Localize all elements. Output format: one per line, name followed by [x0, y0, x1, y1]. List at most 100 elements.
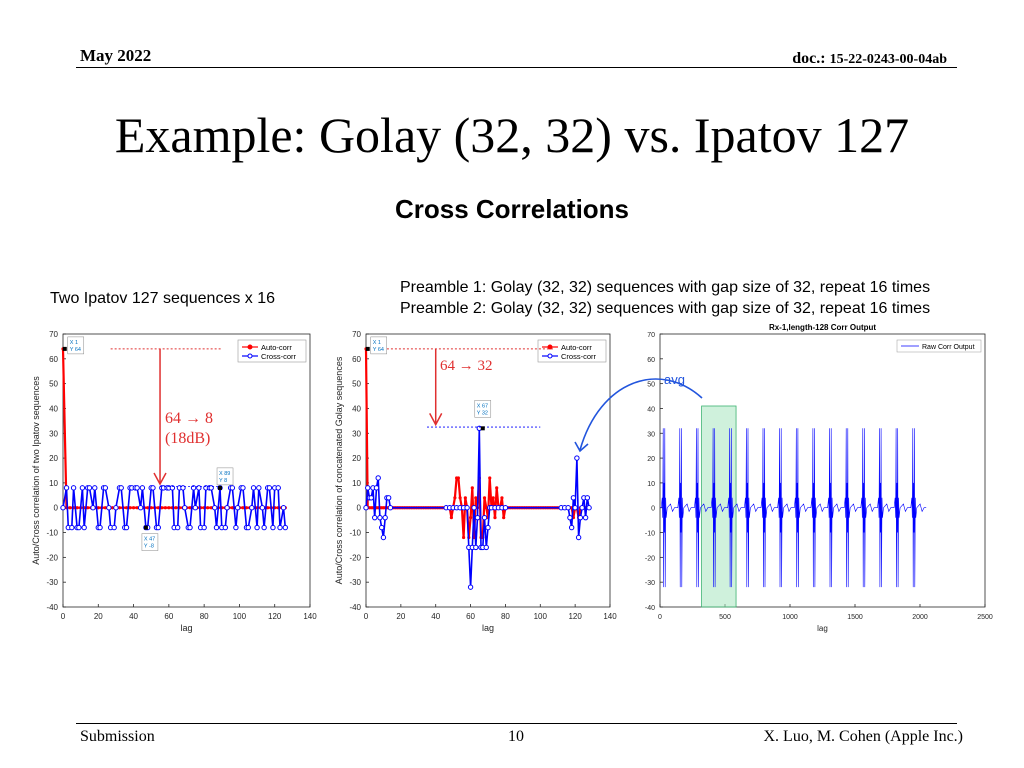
cross-corr-point [81, 524, 87, 531]
legend-box [896, 339, 982, 353]
cross-corr-point [385, 495, 392, 501]
datatip-box [141, 533, 159, 551]
cross-corr-point [372, 514, 378, 521]
cross-corr-point [368, 495, 374, 501]
avg-arrow [579, 378, 703, 451]
y-tick-label: 40 [49, 404, 58, 413]
auto-corr-point [456, 476, 460, 480]
y-axis-label: Auto/Cross correlation of two Ipatov seq… [31, 376, 41, 565]
cross-corr-point [473, 544, 479, 551]
auto-corr-point [110, 506, 114, 510]
y-tick-label: 40 [647, 406, 655, 413]
footer-left: Submission [80, 728, 155, 745]
auto-corr-point [206, 506, 210, 510]
chart-2: 0 20 40 60 80 100 120 140 -40 -30 -20 -10 0 10 20 30 40 5… [334, 330, 617, 633]
cross-corr-point [485, 524, 491, 531]
cross-corr-point [233, 524, 239, 531]
datatip-x: X 67 [477, 403, 488, 409]
y-tick-label: 30 [647, 431, 655, 438]
auto-corr-point [462, 535, 466, 540]
auto-corr-point [149, 506, 153, 510]
cross-corr-point [111, 524, 117, 531]
auto-corr-point [488, 476, 492, 480]
cross-corr-point [224, 505, 230, 511]
x-tick-label: 100 [233, 612, 247, 621]
x-tick-label: 120 [568, 612, 582, 621]
plot-area [365, 333, 611, 608]
auto-corr-point [458, 496, 462, 500]
cross-corr-point [266, 485, 273, 491]
auto-corr-point [86, 506, 90, 510]
cross-corr-point [373, 485, 380, 491]
cross-corr-point [280, 505, 287, 511]
x-axis-label: lag [817, 624, 828, 633]
y-tick-label: 50 [49, 380, 58, 389]
auto-corr-point [188, 506, 192, 510]
cross-corr-point [150, 485, 156, 491]
y-tick-label: 0 [54, 504, 59, 513]
auto-corr-point [470, 486, 474, 490]
auto-corr-point [484, 506, 488, 510]
cross-corr-point [467, 584, 474, 590]
auto-corr-point [266, 506, 270, 510]
annotation-ratio: 64 → 8 [165, 410, 213, 427]
cross-corr-point [277, 524, 283, 531]
auto-corr-point [75, 506, 79, 510]
cross-corr-point [375, 475, 381, 481]
x-tick-label: 40 [431, 612, 440, 621]
x-axis-label: lag [180, 623, 192, 633]
legend-marker [247, 353, 253, 359]
footer-page: 10 [508, 728, 524, 745]
cross-corr-point [192, 505, 199, 511]
x-tick-label: 40 [129, 612, 138, 621]
y-tick-label: 0 [357, 504, 362, 513]
y-tick-label: 40 [352, 404, 361, 413]
cross-corr-point [567, 514, 573, 521]
cross-corr-point [79, 485, 86, 491]
legend-marker [547, 353, 553, 359]
y-tick-label: -10 [349, 529, 361, 538]
y-tick-label: 10 [647, 481, 655, 488]
y-tick-label: -30 [349, 578, 361, 587]
doc-label: doc.: [792, 50, 826, 67]
x-tick-label: 140 [603, 612, 617, 621]
x-tick-label: 2500 [977, 614, 993, 621]
cross-corr-point [118, 485, 124, 491]
datatip-y: Y -8 [144, 544, 154, 550]
auto-corr-point [96, 506, 100, 510]
cross-corr-point [574, 455, 580, 461]
x-tick-label: 500 [719, 614, 731, 621]
auto-corr-point [103, 506, 107, 510]
y-tick-label: 50 [352, 380, 361, 389]
cross-corr-point [275, 485, 281, 491]
reduction-arrowhead [153, 472, 167, 486]
cross-corr-point [565, 505, 571, 511]
cross-corr-point [270, 524, 276, 531]
cross-corr-point [63, 485, 70, 491]
auto-corr-point [244, 506, 249, 510]
cross-corr-point [69, 524, 75, 531]
cross-corr-point [570, 495, 577, 501]
x-tick-label: 60 [164, 612, 173, 621]
auto-corr-point [241, 506, 245, 510]
datatip-y: Y 8 [219, 478, 227, 484]
auto-corr-point [453, 496, 457, 500]
cross-corr-point [97, 524, 103, 531]
cross-corr-point [92, 485, 98, 491]
cross-corr-point [471, 505, 477, 511]
y-tick-label: -10 [46, 529, 58, 538]
cross-corr-point [201, 524, 207, 531]
legend-marker [547, 344, 553, 350]
legend-label: Cross-corr [561, 352, 597, 361]
auto-corr-point [449, 516, 453, 520]
cross-corr-point [256, 485, 262, 491]
cross-corr-point [378, 524, 385, 531]
cross-corr-point [240, 485, 246, 491]
cross-corr-point [572, 505, 578, 511]
y-axis-label: Auto/Cross correlation of concatenated G… [334, 356, 344, 584]
cross-corr-point [577, 514, 584, 521]
cross-corr-point [134, 485, 140, 491]
y-tick-label: 30 [49, 429, 58, 438]
cross-corr-point [174, 524, 181, 531]
cross-corr-point [102, 485, 109, 491]
